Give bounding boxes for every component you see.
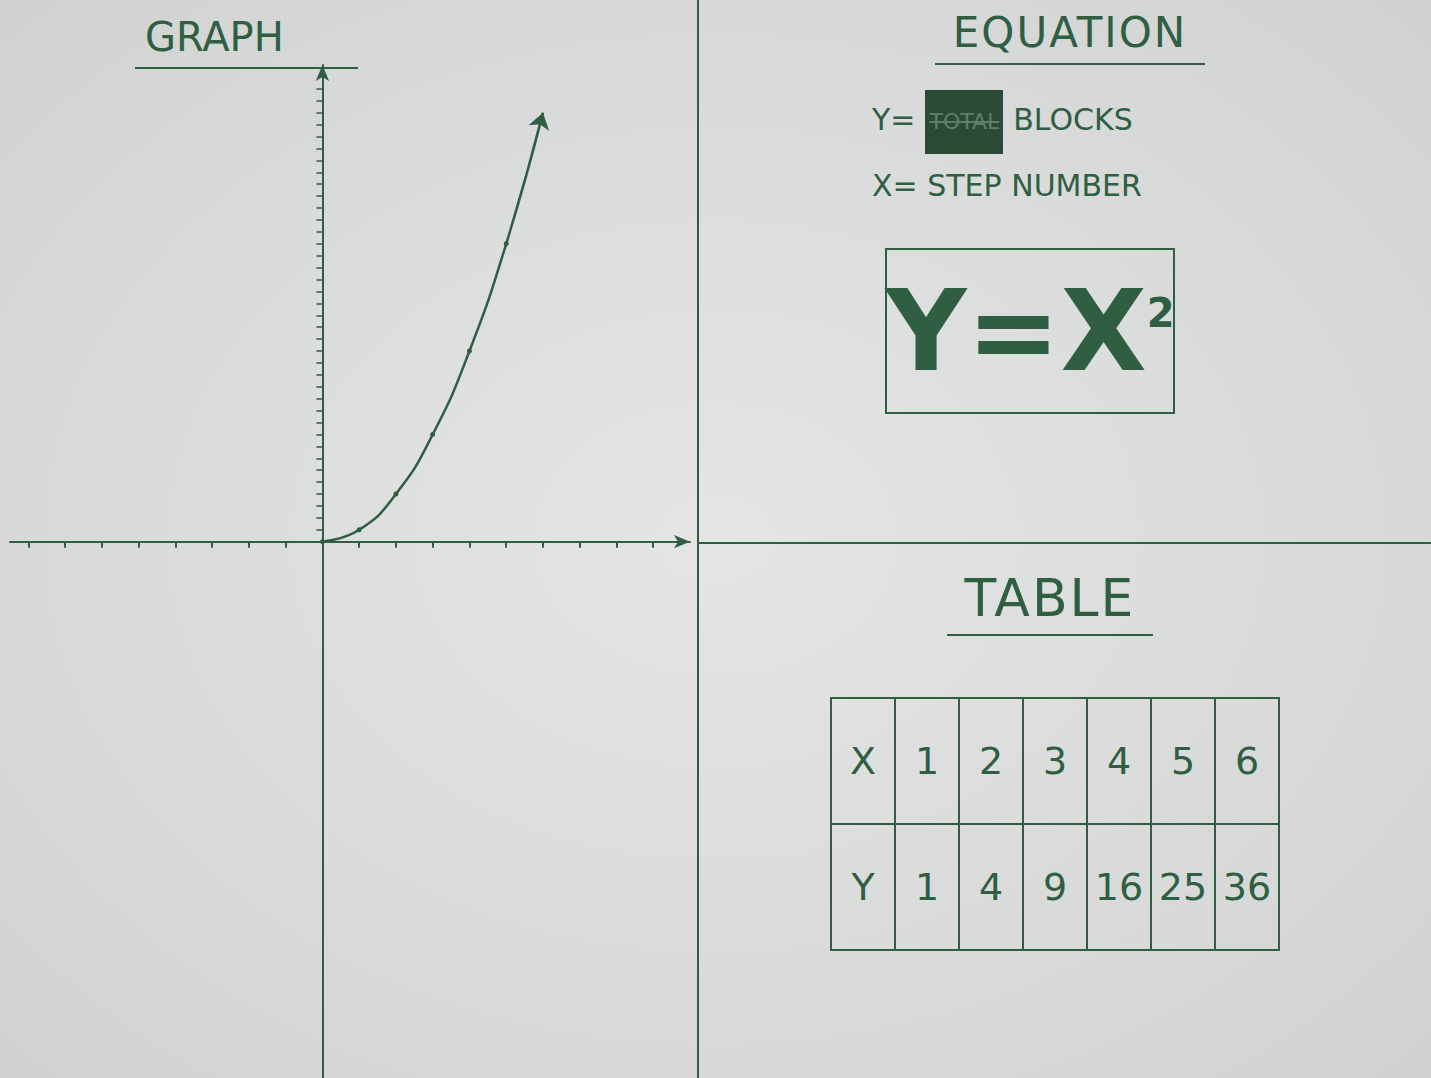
svg-text:GRAPH: GRAPH [145, 14, 284, 60]
html-text:4: 4 [978, 865, 1004, 909]
html-text:TABLE: TABLE [964, 568, 1136, 628]
html-text:2: 2 [978, 739, 1004, 783]
html-text:Y: Y [851, 865, 875, 909]
html-text:6: 6 [1234, 739, 1260, 783]
html-text:TOTAL: TOTAL [929, 108, 1000, 134]
html-text:X= STEP NUMBER: X= STEP NUMBER [872, 167, 1142, 203]
html-text:3: 3 [1042, 739, 1068, 783]
html-text:1: 1 [914, 865, 940, 909]
html-text:X: X [850, 739, 876, 783]
html-text:1: 1 [914, 739, 940, 783]
html-text:EQUATION: EQUATION [952, 8, 1188, 57]
html-text:Y=: Y= [872, 102, 916, 137]
html-text:BLOCKS: BLOCKS [1013, 102, 1133, 137]
html-text:5: 5 [1170, 739, 1196, 783]
html-text:9: 9 [1042, 865, 1068, 909]
html-text:16 25 36: 16 25 36 [1094, 865, 1272, 909]
html-text:Y=X: Y=X [885, 266, 1147, 396]
html-text:2: 2 [1146, 290, 1175, 336]
html-text:4: 4 [1106, 739, 1132, 783]
